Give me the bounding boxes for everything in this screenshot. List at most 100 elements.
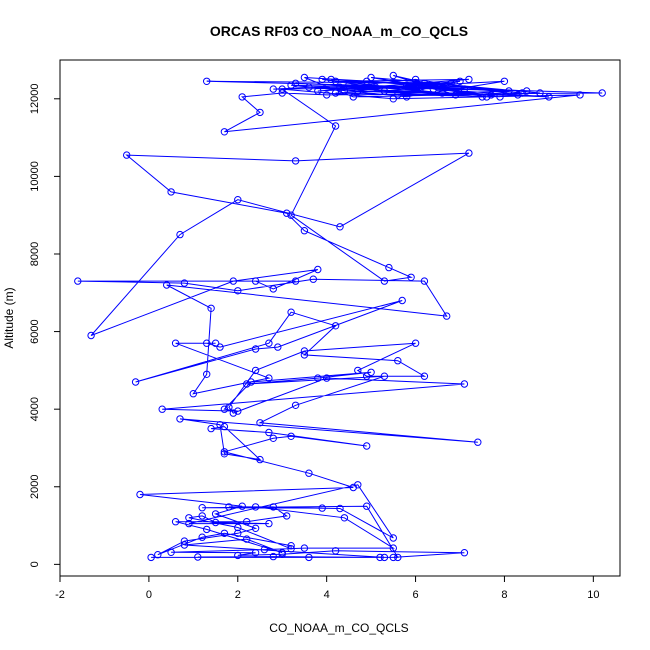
- data-point: [300, 347, 309, 355]
- data-point: [380, 372, 389, 380]
- x-tick-label: 10: [587, 589, 599, 601]
- data-point: [394, 357, 402, 365]
- data-point: [536, 89, 544, 97]
- data-point: [291, 79, 300, 88]
- data-point: [576, 91, 584, 99]
- data-point: [314, 265, 322, 274]
- data-point: [269, 434, 277, 442]
- data-point: [420, 79, 429, 88]
- data-point: [456, 77, 464, 86]
- data-point: [220, 529, 229, 537]
- data-point: [518, 89, 526, 97]
- data-point: [389, 534, 397, 542]
- data-point: [385, 263, 393, 272]
- data-point: [398, 296, 406, 305]
- data-point: [260, 545, 269, 554]
- data-point: [211, 339, 220, 347]
- data-point: [265, 519, 273, 528]
- data-point: [363, 77, 371, 86]
- data-point: [354, 87, 362, 95]
- data-point: [460, 380, 469, 388]
- data-point: [171, 339, 180, 347]
- data-point: [269, 85, 277, 93]
- data-point: [318, 504, 326, 512]
- data-point: [251, 366, 260, 375]
- y-tick-label: 2000: [29, 475, 41, 499]
- data-point: [158, 405, 166, 413]
- y-tick-label: 8000: [29, 242, 41, 266]
- data-point: [198, 533, 206, 541]
- y-tick-label: 10000: [29, 161, 41, 192]
- data-point: [251, 549, 260, 557]
- data-point: [189, 390, 198, 398]
- y-tick-label: 6000: [29, 319, 41, 343]
- data-point: [163, 281, 171, 289]
- data-point: [487, 91, 495, 99]
- y-axis-label: Altitude (m): [2, 287, 16, 348]
- data-point: [247, 378, 255, 386]
- data-point: [251, 345, 260, 353]
- y-tick-label: 12000: [29, 84, 41, 115]
- y-tick-label: 4000: [29, 397, 41, 421]
- data-point: [376, 553, 384, 562]
- data-point: [243, 518, 251, 526]
- data-point: [434, 81, 442, 89]
- data-point: [238, 93, 246, 101]
- data-point: [220, 448, 229, 456]
- data-point: [363, 502, 371, 510]
- data-point: [131, 378, 140, 386]
- data-point: [211, 510, 220, 518]
- x-tick-label: 0: [146, 589, 152, 601]
- data-point: [287, 432, 295, 440]
- data-point: [465, 75, 473, 84]
- data-point: [220, 405, 229, 413]
- data-series: [74, 71, 606, 562]
- data-point: [598, 89, 606, 97]
- data-point: [460, 549, 469, 557]
- x-tick-label: 2: [235, 589, 241, 601]
- data-point: [203, 77, 211, 86]
- data-point: [363, 372, 371, 380]
- data-point: [220, 128, 229, 136]
- x-tick-label: 4: [324, 589, 330, 601]
- data-point: [349, 483, 357, 492]
- data-point: [314, 87, 322, 95]
- data-point: [416, 85, 424, 93]
- data-point: [389, 71, 397, 80]
- data-point: [434, 83, 442, 91]
- data-point: [323, 374, 331, 382]
- data-point: [207, 424, 215, 433]
- data-point: [211, 518, 220, 527]
- data-point: [234, 196, 242, 204]
- data-point: [403, 93, 411, 101]
- data-point: [411, 339, 420, 347]
- data-point: [234, 529, 242, 537]
- data-point: [74, 277, 82, 285]
- data-point: [403, 81, 411, 89]
- data-point: [203, 339, 211, 347]
- data-point: [305, 83, 313, 91]
- data-point: [300, 73, 309, 82]
- data-point: [420, 372, 429, 380]
- data-point: [225, 403, 233, 411]
- data-point: [505, 87, 513, 95]
- data-point: [171, 518, 180, 526]
- data-point: [380, 553, 389, 562]
- data-point: [331, 77, 340, 86]
- data-point: [380, 87, 389, 95]
- data-point: [229, 277, 238, 285]
- data-point: [234, 287, 242, 295]
- data-point: [283, 512, 291, 520]
- data-point: [287, 308, 295, 316]
- data-point: [371, 83, 380, 91]
- data-point: [229, 409, 238, 417]
- data-point: [363, 442, 371, 450]
- data-point: [514, 91, 522, 99]
- data-point: [300, 544, 309, 552]
- data-point: [291, 277, 300, 285]
- data-point: [243, 535, 251, 543]
- data-point: [389, 544, 397, 552]
- data-point: [207, 304, 215, 312]
